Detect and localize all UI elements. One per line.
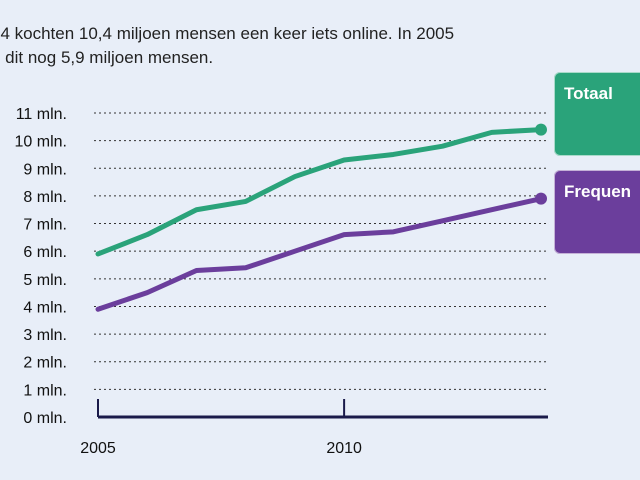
- intro-text: 14 kochten 10,4 miljoen mensen een keer …: [0, 22, 560, 70]
- legend-frequent-label: Frequen: [564, 182, 632, 201]
- legend-frequent-button[interactable]: Frequen: [554, 170, 640, 254]
- y-tick-label: 6 mln.: [23, 244, 67, 261]
- series-line-1: [95, 196, 544, 312]
- y-tick-label: 1 mln.: [23, 382, 67, 399]
- x-tick-label: 2005: [80, 440, 116, 457]
- legend-total-button[interactable]: Totaal: [554, 72, 640, 156]
- series-end-marker-0: [535, 123, 547, 136]
- y-tick-label: 5 mln.: [23, 272, 67, 289]
- intro-line-1: 14 kochten 10,4 miljoen mensen een keer …: [0, 24, 455, 43]
- y-tick-label: 3 mln.: [23, 327, 67, 344]
- y-tick-label: 11 mln.: [16, 106, 67, 123]
- y-tick-label: 8 mln.: [23, 189, 67, 206]
- y-tick-label: 9 mln.: [23, 161, 67, 178]
- series-line-0: [95, 127, 544, 257]
- y-tick-label: 10 mln.: [15, 134, 67, 151]
- legend-total-label: Totaal: [564, 84, 613, 103]
- y-tick-label: 0 mln.: [23, 410, 67, 427]
- y-tick-label: 4 mln.: [23, 299, 67, 316]
- x-tick-label: 2010: [326, 440, 362, 457]
- y-tick-label: 2 mln.: [23, 355, 67, 372]
- y-tick-label: 7 mln.: [23, 217, 67, 234]
- intro-line-2: n dit nog 5,9 miljoen mensen.: [0, 48, 214, 67]
- series-end-marker-1: [535, 192, 547, 205]
